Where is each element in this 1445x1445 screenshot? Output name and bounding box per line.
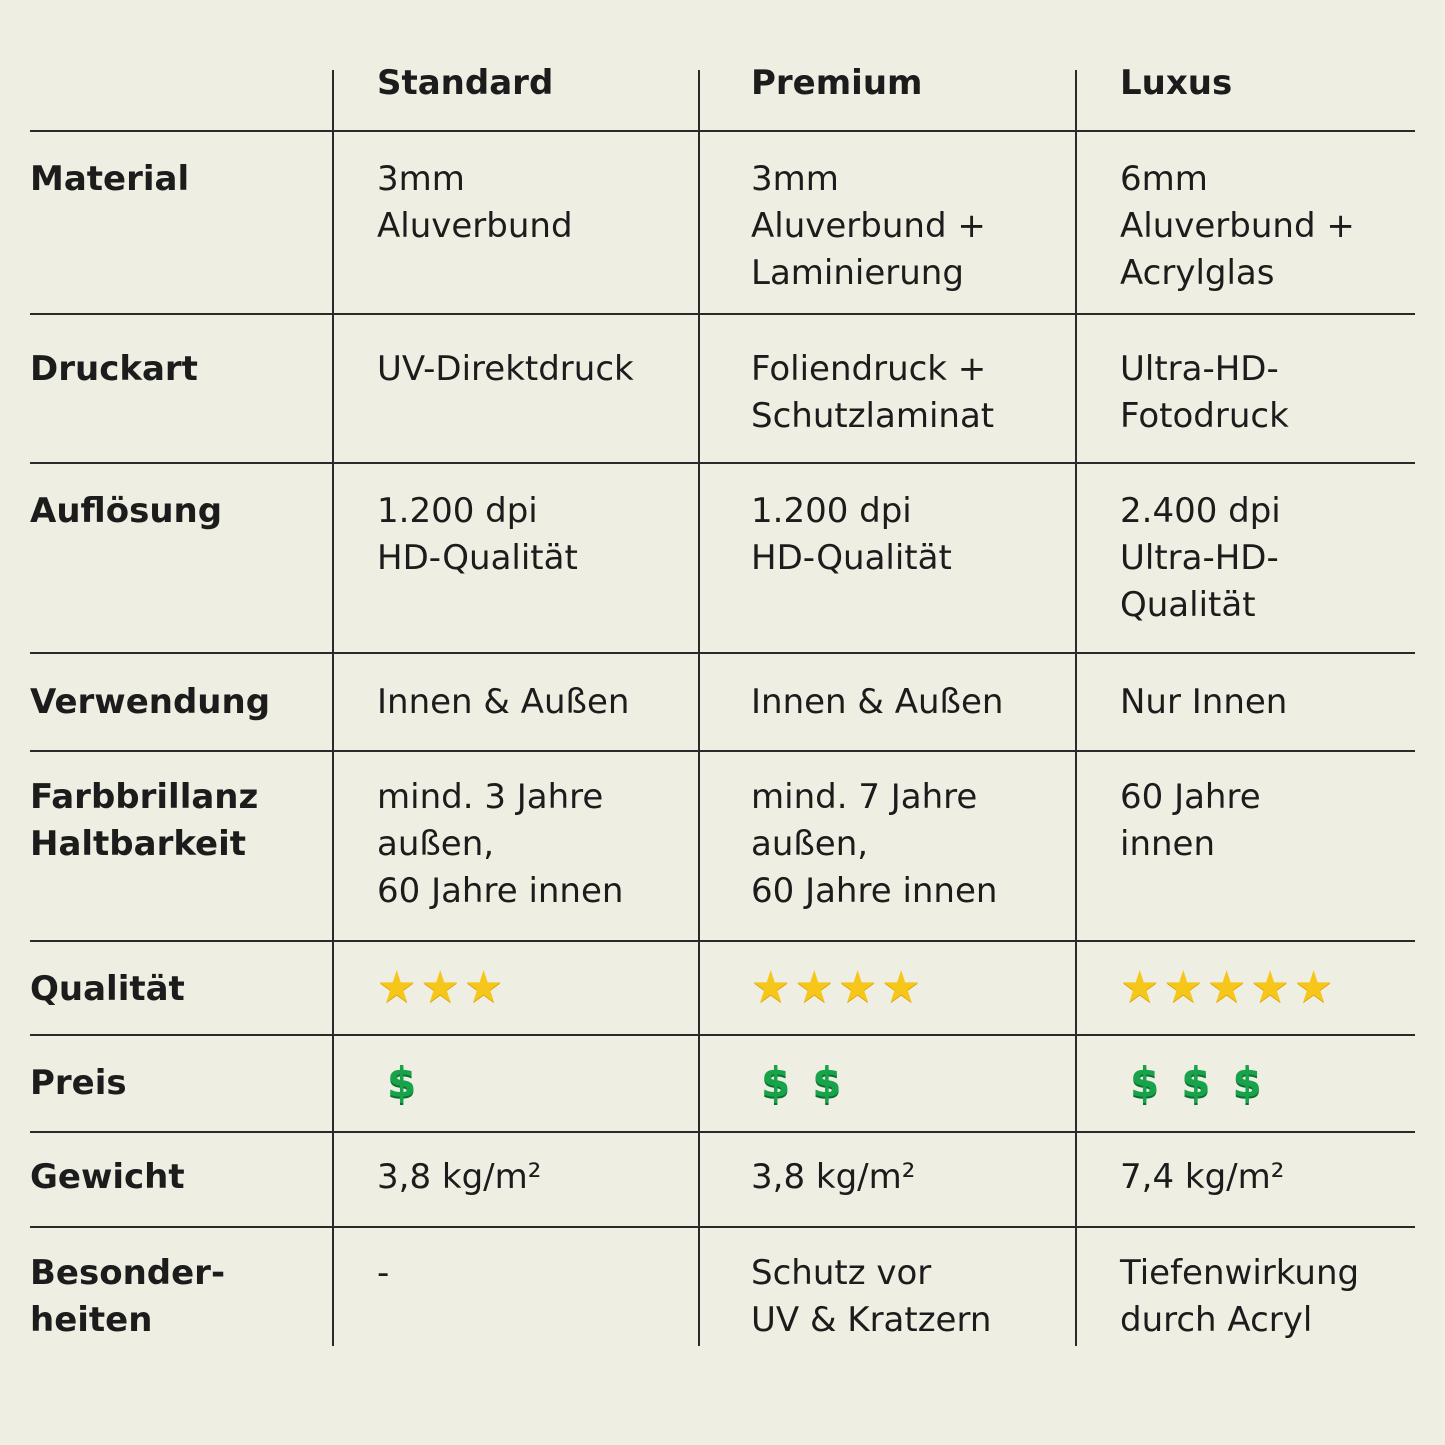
column-divider xyxy=(332,70,334,1346)
row-divider xyxy=(30,1226,1415,1228)
table-cell: UV-Direktdruck xyxy=(377,349,634,389)
row-label: Druckart xyxy=(30,349,198,389)
star-icon: ★ xyxy=(837,962,878,1013)
row-divider xyxy=(30,130,1415,132)
table-cell: 3,8 kg/m² xyxy=(377,1157,542,1197)
star-icon: ★ xyxy=(1293,962,1334,1013)
price-rating: $ $ xyxy=(761,1058,841,1107)
table-cell: mind. 3 Jahre außen, 60 Jahre innen xyxy=(377,777,624,911)
row-label: Verwendung xyxy=(30,682,271,722)
table-cell: 1.200 dpi HD-Qualität xyxy=(377,491,578,578)
dollar-icon: $ xyxy=(812,1058,842,1107)
table-cell: mind. 7 Jahre außen, 60 Jahre innen xyxy=(751,777,998,911)
column-header-standard: Standard xyxy=(377,63,554,103)
row-label: Material xyxy=(30,159,190,199)
star-icon: ★ xyxy=(377,962,417,1013)
row-divider xyxy=(30,652,1415,654)
row-label: Farbbrillanz Haltbarkeit xyxy=(30,777,259,864)
column-header-premium: Premium xyxy=(751,63,923,103)
star-rating: ★ ★ ★ xyxy=(377,962,503,1013)
table-cell: 2.400 dpi Ultra-HD- Qualität xyxy=(1120,491,1281,625)
star-icon: ★ xyxy=(1163,962,1203,1013)
dollar-icon: $ xyxy=(387,1058,417,1107)
star-icon: ★ xyxy=(420,962,460,1013)
star-rating: ★ ★ ★ ★ ★ xyxy=(1120,962,1333,1013)
row-divider xyxy=(30,1131,1415,1133)
row-label: Preis xyxy=(30,1063,127,1103)
table-cell: Tiefenwirkung durch Acryl xyxy=(1120,1253,1360,1340)
star-icon: ★ xyxy=(1120,962,1160,1013)
table-cell: 3,8 kg/m² xyxy=(751,1157,916,1197)
dollar-icon: $ xyxy=(761,1058,791,1107)
table-cell: Ultra-HD- Fotodruck xyxy=(1120,349,1289,436)
star-icon: ★ xyxy=(881,962,921,1013)
table-cell: Innen & Außen xyxy=(751,682,1004,722)
table-cell: 1.200 dpi HD-Qualität xyxy=(751,491,952,578)
row-divider xyxy=(30,1034,1415,1036)
row-divider xyxy=(30,940,1415,942)
table-cell: 3mm Aluverbund xyxy=(377,159,573,246)
row-label: Gewicht xyxy=(30,1157,185,1197)
dollar-icon: $ xyxy=(1130,1058,1160,1107)
star-icon: ★ xyxy=(1250,962,1290,1013)
star-icon: ★ xyxy=(751,962,791,1013)
star-icon: ★ xyxy=(463,962,504,1013)
price-rating: $ $ $ xyxy=(1130,1058,1262,1107)
table-cell: 3mm Aluverbund + Laminierung xyxy=(751,159,986,293)
dollar-icon: $ xyxy=(1232,1058,1262,1107)
row-divider xyxy=(30,313,1415,315)
column-header-luxus: Luxus xyxy=(1120,63,1233,103)
row-label: Besonder- heiten xyxy=(30,1253,226,1340)
star-icon: ★ xyxy=(794,962,834,1013)
table-cell: 6mm Aluverbund + Acrylglas xyxy=(1120,159,1355,293)
star-icon: ★ xyxy=(1206,962,1247,1013)
star-rating: ★ ★ ★ ★ xyxy=(751,962,921,1013)
table-cell: 7,4 kg/m² xyxy=(1120,1157,1285,1197)
table-cell: Foliendruck + Schutzlaminat xyxy=(751,349,995,436)
table-cell: Schutz vor UV & Kratzern xyxy=(751,1253,992,1340)
row-label: Qualität xyxy=(30,969,185,1009)
table-cell: - xyxy=(377,1253,390,1293)
dollar-icon: $ xyxy=(1181,1058,1211,1107)
column-divider xyxy=(1075,70,1077,1346)
price-rating: $ xyxy=(387,1058,416,1107)
column-divider xyxy=(698,70,700,1346)
table-cell: Innen & Außen xyxy=(377,682,630,722)
table-cell: Nur Innen xyxy=(1120,682,1288,722)
table-cell: 60 Jahre innen xyxy=(1120,777,1261,864)
row-divider xyxy=(30,462,1415,464)
row-label: Auflösung xyxy=(30,491,223,531)
row-divider xyxy=(30,750,1415,752)
